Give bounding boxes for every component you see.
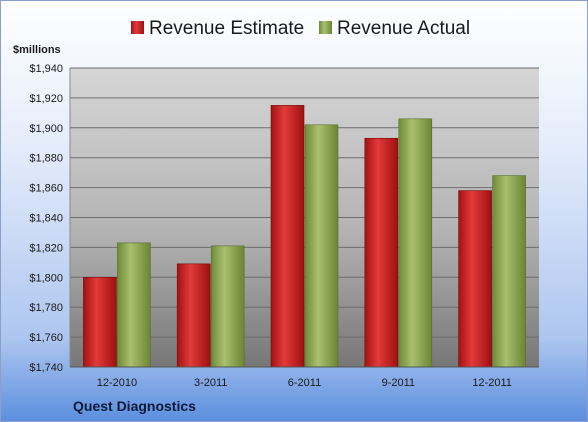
y-axis-unit-label: $millions bbox=[13, 44, 61, 56]
y-tick-label: $1,820 bbox=[29, 242, 63, 254]
bar-revenue-actual bbox=[117, 242, 151, 368]
bar-revenue-estimate bbox=[364, 137, 399, 368]
legend-label-actual: Revenue Actual bbox=[337, 18, 470, 39]
y-axis-ticks: $1,740 $1,760 $1,780 $1,800 $1,820 $1,840 $1,8… bbox=[29, 63, 63, 374]
y-tick-label: $1,880 bbox=[29, 153, 63, 165]
bar-revenue-estimate bbox=[270, 105, 305, 368]
x-axis-ticks: 12-2010 3-2011 6-2011 9-2011 12-2011 bbox=[97, 377, 512, 389]
bar-revenue-actual bbox=[398, 118, 433, 368]
bar-revenue-actual bbox=[492, 175, 526, 368]
x-tick-label: 3-2011 bbox=[194, 377, 227, 389]
y-tick-label: $1,800 bbox=[29, 272, 63, 284]
legend-label-estimate: Revenue Estimate bbox=[149, 18, 304, 39]
y-tick-label: $1,920 bbox=[29, 93, 63, 105]
bar-revenue-estimate bbox=[176, 263, 211, 368]
x-tick-label: 6-2011 bbox=[288, 377, 321, 389]
y-tick-label: $1,840 bbox=[29, 213, 63, 225]
y-tick-label: $1,940 bbox=[29, 63, 63, 75]
legend-swatch-actual bbox=[319, 21, 332, 34]
legend: Revenue Estimate Revenue Actual bbox=[131, 18, 470, 39]
y-tick-label: $1,900 bbox=[29, 123, 63, 135]
x-tick-label: 12-2010 bbox=[97, 377, 137, 389]
y-tick-label: $1,740 bbox=[29, 362, 63, 374]
y-tick-label: $1,760 bbox=[29, 332, 63, 344]
company-name: Quest Diagnostics bbox=[73, 398, 196, 414]
bars bbox=[83, 105, 526, 368]
y-tick-label: $1,780 bbox=[29, 302, 63, 314]
bar-revenue-estimate bbox=[458, 190, 492, 368]
bar-revenue-actual bbox=[210, 245, 245, 368]
bar-revenue-estimate bbox=[83, 276, 117, 368]
bar-revenue-actual bbox=[304, 124, 339, 368]
x-tick-label: 9-2011 bbox=[382, 377, 415, 389]
legend-swatch-estimate bbox=[131, 21, 144, 34]
x-tick-label: 12-2011 bbox=[472, 377, 512, 389]
y-tick-label: $1,860 bbox=[29, 183, 63, 195]
